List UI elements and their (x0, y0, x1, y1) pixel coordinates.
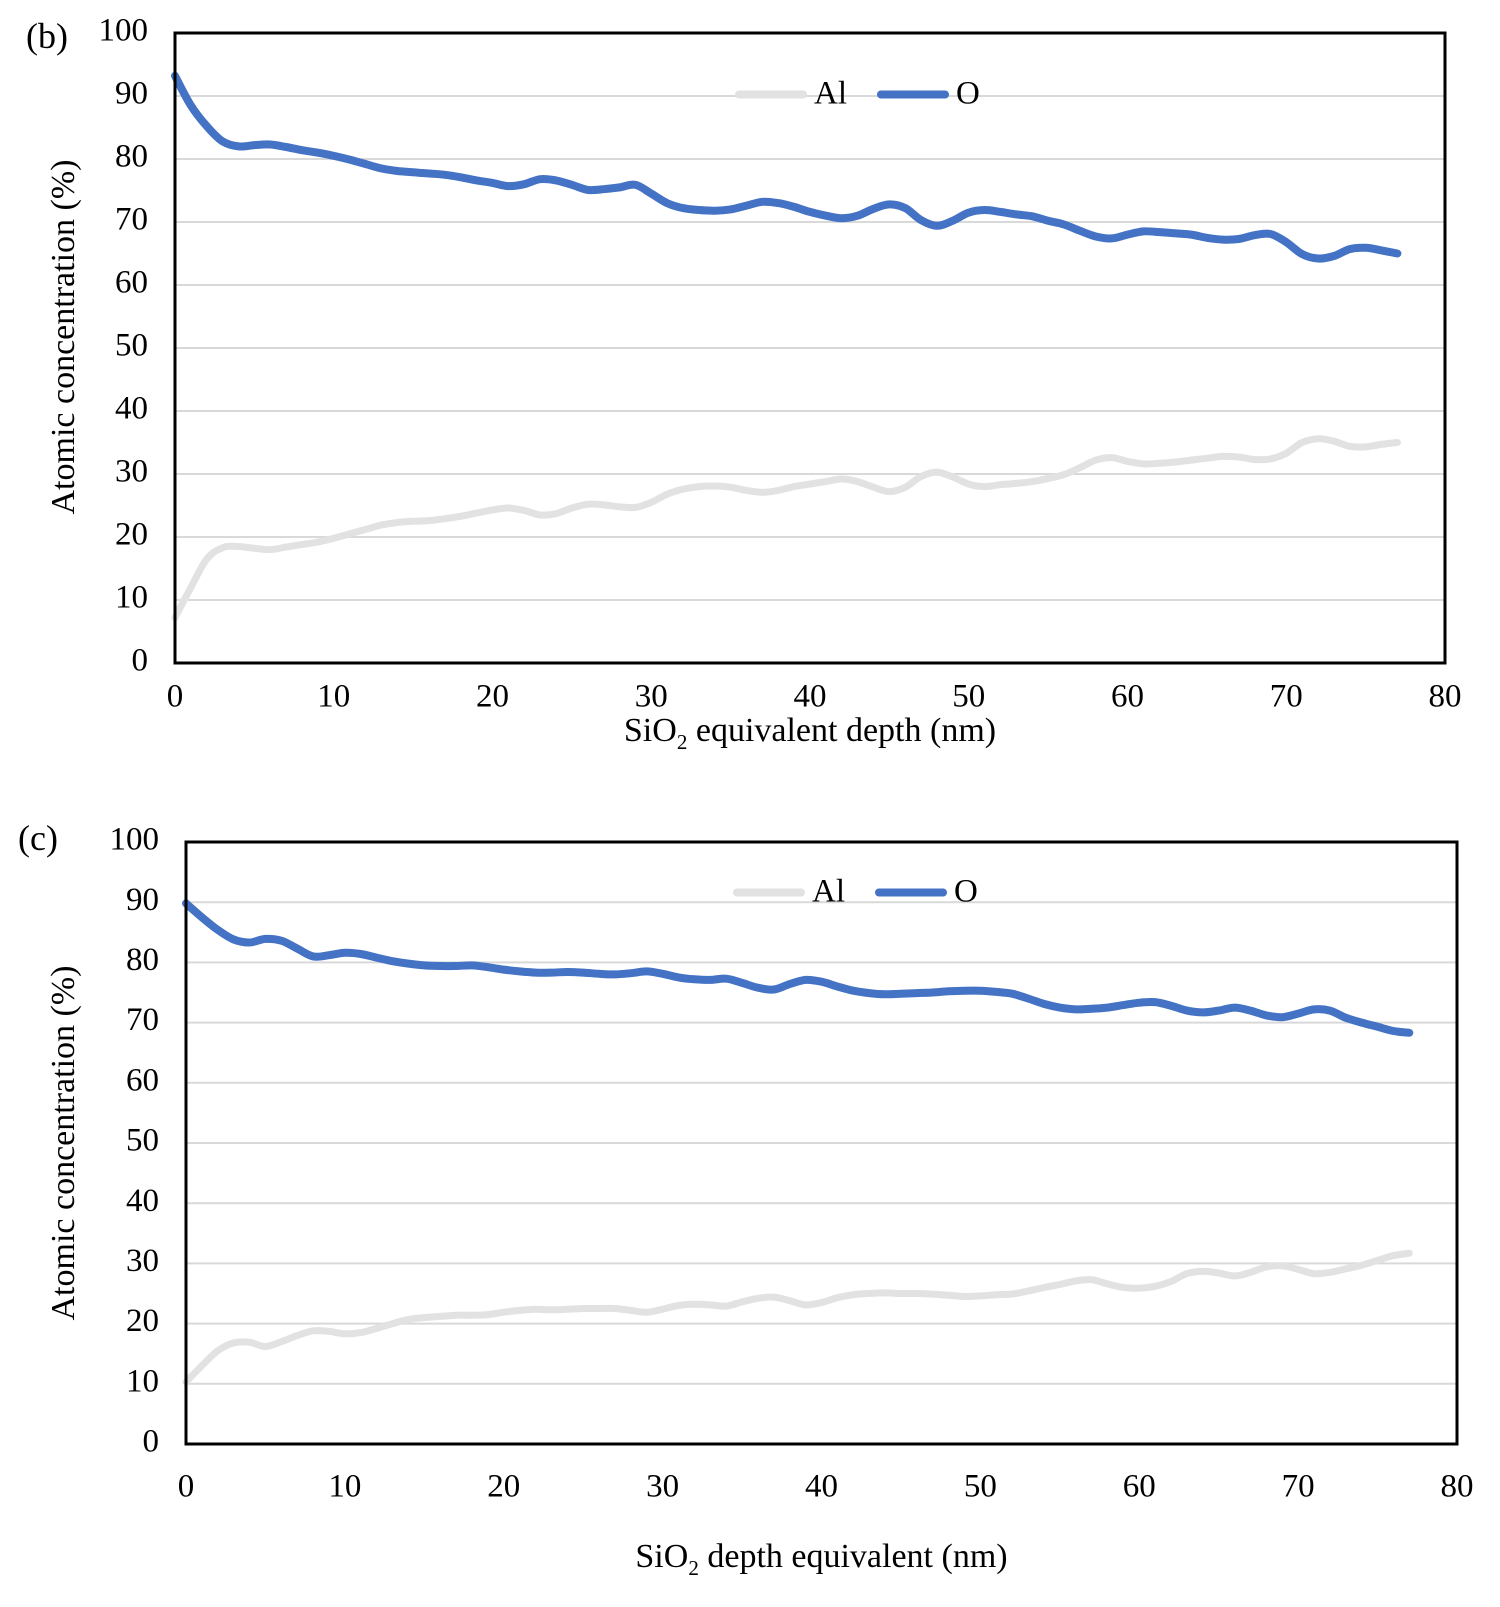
x-tick-label-70: 70 (1282, 1469, 1315, 1505)
y-tick-label-0: 0 (143, 1424, 160, 1460)
x-tick-label-50: 50 (964, 1469, 997, 1505)
x-tick-label-60: 60 (1111, 679, 1144, 715)
chart-c: 0 10 20 30 40 50 60 70 80 90 100 0 10 20 30 40 50 60 70 80 … (0, 770, 1500, 1607)
y-tick-label-40: 40 (126, 1183, 159, 1219)
panel-label-b: (b) (26, 16, 68, 56)
y-tick-label-60: 60 (126, 1062, 159, 1098)
y-tick-label-80: 80 (115, 139, 148, 175)
y-tick-label-70: 70 (126, 1002, 159, 1038)
legend-c: Al O (733, 873, 978, 910)
chart-plot-b: 0 10 20 30 40 50 60 70 80 90 100 0 10 20 30 40 50 60 70 80 (99, 13, 1462, 715)
x-axis-title-c: SiO2 depth equivalent (nm) (635, 1538, 1008, 1580)
chart-b: 0 10 20 30 40 50 60 70 80 90 100 0 10 20 30 40 50 60 70 80 … (0, 0, 1500, 770)
x-tick-label-80: 80 (1429, 679, 1462, 715)
legend-swatch-o (877, 90, 949, 98)
legend-label-o: O (954, 873, 978, 910)
x-tick-label-20: 20 (476, 679, 509, 715)
legend-b: Al O (735, 75, 980, 112)
x-tick-label-40: 40 (805, 1469, 838, 1505)
x-tick-label-0: 0 (178, 1469, 195, 1505)
chart-b-canvas: 0 10 20 30 40 50 60 70 80 90 100 0 10 20 30 40 50 60 70 80 (0, 0, 1500, 770)
y-tick-label-100: 100 (99, 13, 149, 49)
series-line-o (182, 899, 1414, 1037)
y-tick-label-20: 20 (115, 517, 148, 553)
y-tick-label-80: 80 (126, 942, 159, 978)
legend-label-al: Al (814, 75, 847, 112)
x-tick-label-30: 30 (646, 1469, 679, 1505)
y-tick-label-50: 50 (115, 328, 148, 364)
legend-label-al: Al (812, 873, 845, 910)
x-tick-label-60: 60 (1123, 1469, 1156, 1505)
x-tick-label-70: 70 (1270, 679, 1303, 715)
x-tick-label-50: 50 (952, 679, 985, 715)
x-tick-label-10: 10 (328, 1469, 361, 1505)
y-tick-label-10: 10 (115, 580, 148, 616)
y-tick-label-20: 20 (126, 1303, 159, 1339)
x-tick-label-30: 30 (635, 679, 668, 715)
x-tick-label-20: 20 (487, 1469, 520, 1505)
legend-swatch-o (875, 888, 947, 896)
x-axis-title-b: SiO2 equivalent depth (nm) (623, 712, 997, 754)
y-tick-label-100: 100 (110, 822, 160, 858)
y-tick-label-50: 50 (126, 1123, 159, 1159)
x-tick-label-10: 10 (317, 679, 350, 715)
y-tick-label-40: 40 (115, 391, 148, 427)
y-tick-label-90: 90 (126, 882, 159, 918)
x-tick-label-0: 0 (167, 679, 184, 715)
plot-border (184, 840, 1459, 1446)
series-line-o (171, 71, 1402, 263)
x-tick-label-40: 40 (794, 679, 827, 715)
panel-label-c: (c) (18, 818, 58, 858)
legend-swatch-al (735, 90, 807, 98)
y-tick-label-90: 90 (115, 76, 148, 112)
legend-label-o: O (956, 75, 980, 112)
y-tick-label-60: 60 (115, 265, 148, 301)
series-line-al (171, 435, 1401, 622)
chart-plot-c: 0 10 20 30 40 50 60 70 80 90 100 0 10 20 30 40 50 60 70 80 (110, 822, 1474, 1505)
y-tick-label-70: 70 (115, 202, 148, 238)
legend-swatch-al (733, 888, 805, 896)
x-tick-label-80: 80 (1441, 1469, 1474, 1505)
series-line-al (182, 1249, 1413, 1386)
plot-border (173, 31, 1447, 665)
chart-c-canvas: 0 10 20 30 40 50 60 70 80 90 100 0 10 20 30 40 50 60 70 80 (0, 770, 1500, 1607)
y-tick-label-30: 30 (126, 1243, 159, 1279)
y-tick-label-0: 0 (132, 643, 149, 679)
y-tick-label-30: 30 (115, 454, 148, 490)
y-tick-label-10: 10 (126, 1363, 159, 1399)
